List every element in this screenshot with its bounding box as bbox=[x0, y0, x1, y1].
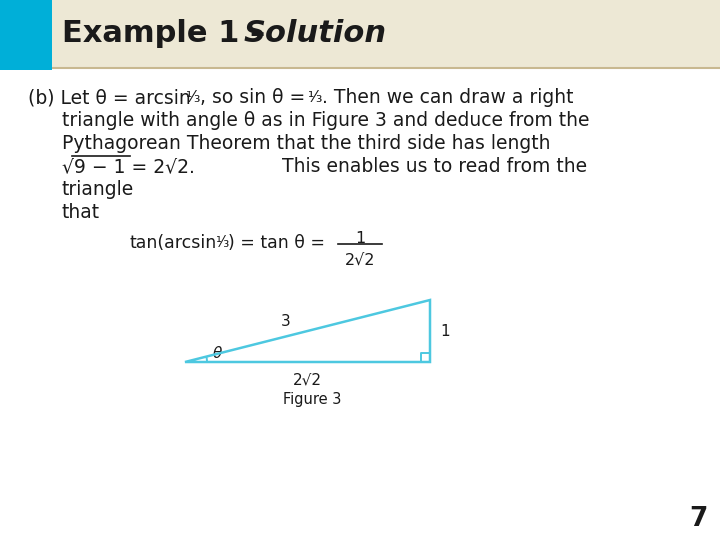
Text: 3: 3 bbox=[281, 314, 290, 328]
Text: Pythagorean Theorem that the third side has length: Pythagorean Theorem that the third side … bbox=[62, 134, 551, 153]
Text: triangle: triangle bbox=[62, 180, 134, 199]
Text: (b) Let θ = arcsin: (b) Let θ = arcsin bbox=[28, 88, 191, 107]
Text: Solution: Solution bbox=[244, 19, 387, 49]
Text: 2√2: 2√2 bbox=[345, 253, 375, 268]
Text: Figure 3: Figure 3 bbox=[283, 392, 341, 407]
Bar bbox=[0, 0, 720, 68]
Text: ¹⁄₃: ¹⁄₃ bbox=[186, 90, 202, 105]
Text: Example 1 –: Example 1 – bbox=[62, 19, 276, 49]
Text: 2√2: 2√2 bbox=[293, 373, 322, 388]
Text: triangle with angle θ as in Figure 3 and deduce from the: triangle with angle θ as in Figure 3 and… bbox=[62, 111, 590, 130]
Text: 7: 7 bbox=[690, 506, 708, 532]
Text: √9 − 1 = 2√2.: √9 − 1 = 2√2. bbox=[62, 157, 195, 176]
Text: θ: θ bbox=[212, 346, 222, 361]
Text: that: that bbox=[62, 203, 100, 222]
Text: ¹⁄₃: ¹⁄₃ bbox=[308, 90, 323, 105]
Text: 1: 1 bbox=[355, 231, 365, 246]
Text: . Then we can draw a right: . Then we can draw a right bbox=[322, 88, 574, 107]
Text: tan(arcsin: tan(arcsin bbox=[130, 234, 217, 252]
Text: This enables us to read from the: This enables us to read from the bbox=[282, 157, 587, 176]
Bar bbox=[0, 0, 52, 70]
Text: ) = tan θ =: ) = tan θ = bbox=[228, 234, 325, 252]
Text: , so sin θ =: , so sin θ = bbox=[200, 88, 305, 107]
Text: ¹⁄₃: ¹⁄₃ bbox=[216, 235, 230, 250]
Text: 1: 1 bbox=[440, 323, 450, 339]
